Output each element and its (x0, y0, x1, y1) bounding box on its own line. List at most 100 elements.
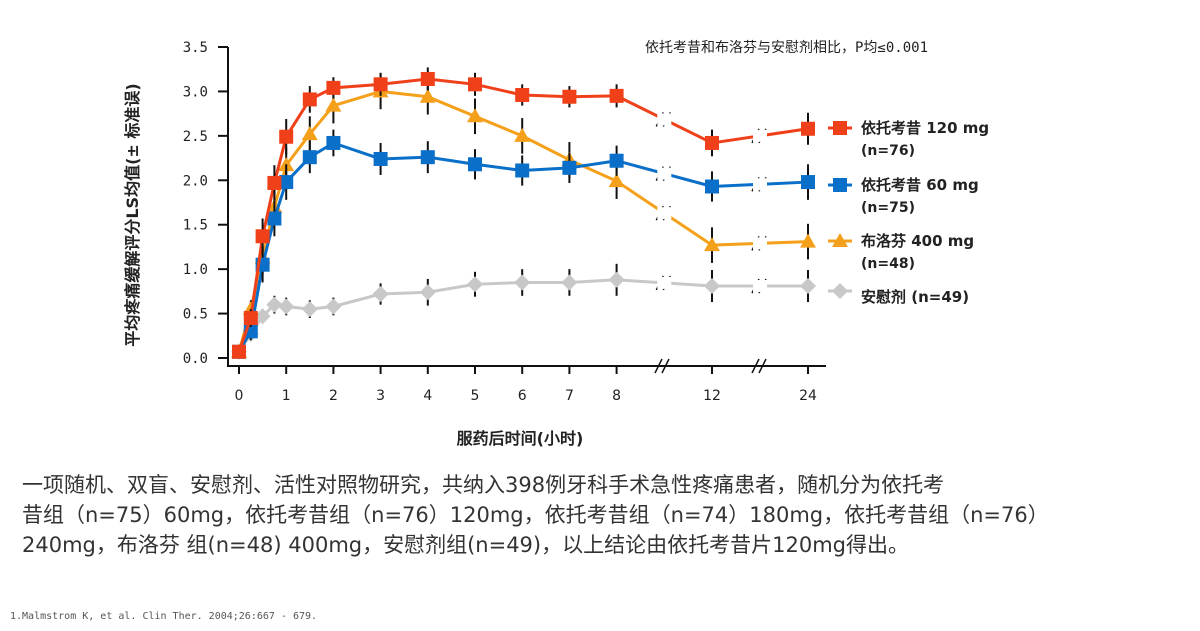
triangle-marker (800, 233, 816, 248)
legend-label: 安慰剂 (n=49) (861, 288, 969, 306)
diamond-marker (301, 301, 318, 318)
square-marker (267, 175, 282, 190)
square-marker (609, 88, 624, 103)
series-0 (232, 67, 815, 359)
square-marker (302, 150, 317, 165)
triangle-marker (832, 233, 848, 247)
square-marker (279, 175, 294, 190)
legend-item-0: 依托考昔 120 mg (n=76) (828, 119, 989, 159)
description-line-1: 一项随机、双盲、安慰剂、活性对照物研究，共纳入398例牙科手术急性疼痛患者，随机… (22, 473, 945, 497)
x-axis-break-icon (751, 358, 760, 374)
square-marker (801, 121, 815, 136)
diamond-marker (704, 278, 720, 295)
square-marker (267, 211, 282, 226)
series-1 (232, 129, 815, 359)
square-marker (243, 311, 258, 326)
triangle-marker (608, 173, 625, 188)
square-marker (420, 71, 435, 86)
triangle-marker (278, 157, 295, 172)
legend-label: 布洛芬 400 mg (861, 232, 974, 250)
legend-item-3: 安慰剂 (n=49) (828, 283, 969, 306)
y-tick-label: 3.0 (183, 84, 208, 100)
x-tick-label: 4 (423, 388, 432, 404)
legend-n: (n=48) (861, 256, 915, 272)
series-line (237, 278, 808, 353)
diamond-marker (325, 298, 342, 315)
x-axis-break-icon (654, 358, 663, 374)
x-tick-label: 6 (518, 388, 527, 404)
x-tick-label: 24 (799, 388, 817, 404)
footnote-reference: 1.Malmstrom K, et al. Clin Ther. 2004;26… (10, 611, 318, 622)
y-axis-label: 平均疼痛缓解评分LS均值(± 标准误) (123, 83, 142, 346)
line-break-gap (753, 280, 767, 293)
diamond-marker (266, 296, 283, 313)
legend-label: 依托考昔 60 mg (861, 176, 979, 194)
line-break-gap (753, 178, 767, 191)
x-tick-label: 1 (282, 388, 291, 404)
diamond-marker (372, 286, 389, 303)
diamond-marker (514, 274, 531, 291)
square-marker (302, 92, 317, 107)
line-chart: 依托考昔和布洛芬与安慰剂相比，P均≤0.001 平均疼痛缓解评分LS均值(± 标… (123, 39, 989, 448)
x-tick-label: 12 (703, 388, 721, 404)
square-marker (562, 89, 577, 104)
square-marker (420, 150, 435, 165)
x-axis-label: 服药后时间(小时) (457, 429, 584, 448)
triangle-marker (301, 126, 318, 141)
line-break-gap (657, 167, 672, 180)
diamond-marker (800, 278, 816, 295)
diamond-marker (254, 308, 271, 325)
square-marker (515, 87, 530, 102)
square-marker (833, 121, 847, 135)
square-marker (515, 163, 530, 178)
description-line-3: 240mg，布洛芬 组(n=48) 400mg，安慰剂组(n=49)，以上结论由… (22, 533, 909, 557)
x-tick-label: 3 (376, 388, 385, 404)
description-line-2: 昔组（n=75）60mg，依托考昔组（n=76）120mg，依托考昔组（n=74… (22, 503, 1049, 527)
triangle-marker (514, 127, 531, 142)
line-break-gap (657, 113, 672, 126)
y-tick-label: 2.0 (183, 173, 208, 189)
x-tick-label: 7 (565, 388, 574, 404)
diamond-marker (832, 283, 848, 299)
triangle-marker (704, 237, 720, 252)
diamond-marker (608, 271, 625, 288)
square-marker (326, 80, 341, 95)
diamond-marker (278, 298, 295, 315)
line-break-gap (753, 237, 767, 250)
study-description: 一项随机、双盲、安慰剂、活性对照物研究，共纳入398例牙科手术急性疼痛患者，随机… (22, 470, 1049, 560)
y-tick-label: 0.0 (183, 351, 208, 367)
square-marker (232, 344, 246, 359)
square-marker (562, 160, 577, 175)
x-tick-label: 0 (235, 388, 244, 404)
square-marker (279, 129, 294, 144)
y-tick-label: 2.5 (183, 129, 208, 145)
legend-label: 依托考昔 120 mg (861, 119, 989, 137)
square-marker (373, 151, 388, 166)
y-tick-label: 3.5 (183, 40, 208, 56)
series-3 (231, 263, 816, 360)
triangle-marker (419, 88, 436, 103)
series-line (237, 77, 809, 353)
square-marker (468, 157, 482, 172)
diamond-marker (561, 274, 578, 291)
diamond-marker (419, 284, 436, 301)
legend-item-2: 布洛芬 400 mg (n=48) (828, 232, 974, 272)
square-marker (705, 179, 719, 194)
legend-n: (n=75) (861, 200, 915, 216)
diamond-marker (467, 276, 483, 293)
series-2 (231, 73, 816, 358)
square-marker (705, 135, 719, 150)
y-tick-label: 1.0 (183, 262, 208, 278)
square-marker (801, 175, 815, 190)
legend-n: (n=76) (861, 143, 915, 159)
x-tick-label: 8 (612, 388, 621, 404)
x-axis-break-icon (661, 358, 670, 374)
square-marker (833, 178, 847, 192)
square-marker (373, 77, 388, 92)
square-marker (468, 77, 482, 92)
triangle-marker (467, 108, 483, 123)
line-break-gap (753, 129, 767, 142)
triangle-marker (325, 97, 342, 112)
x-axis-break-icon (758, 358, 767, 374)
chart-annotation: 依托考昔和布洛芬与安慰剂相比，P均≤0.001 (645, 39, 928, 56)
